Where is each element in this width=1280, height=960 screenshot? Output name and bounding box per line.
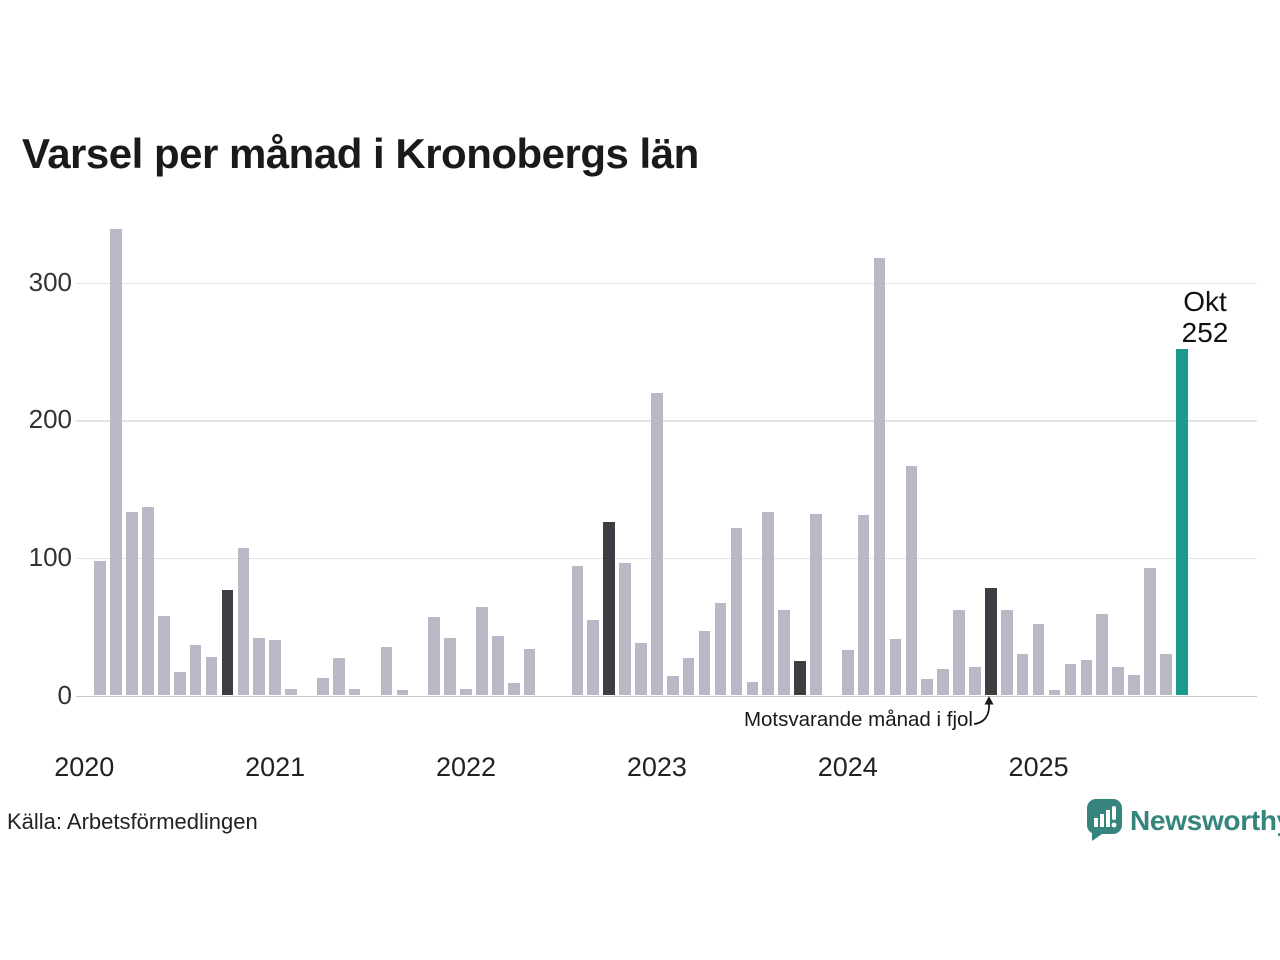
- bar-month-24: [460, 688, 472, 696]
- bar-month-65: [1112, 666, 1124, 696]
- bar-month-10: [237, 548, 250, 696]
- newsworthy-logo: Newsworthy: [1086, 798, 1280, 843]
- annotation-arrow-icon: [973, 696, 994, 725]
- bar-month-15: [317, 677, 329, 696]
- bar-month-42: [746, 681, 759, 696]
- bar-month-62: [1064, 663, 1077, 696]
- bar-month-36: [651, 392, 663, 696]
- bar-month-17: [348, 688, 361, 696]
- bar-month-60: [1032, 623, 1045, 696]
- x-tick-label-2024: 2024: [817, 752, 878, 782]
- bar-month-68: [1160, 654, 1172, 696]
- bar-month-63: [1080, 659, 1093, 696]
- bar-month-41: [730, 527, 743, 696]
- gridline-300: [76, 282, 1257, 285]
- bar-month-67: [1144, 567, 1156, 696]
- bar-month-7: [189, 644, 202, 696]
- bar-month-51: [889, 639, 902, 696]
- bar-month-32: [587, 619, 600, 696]
- bar-month-2: [110, 229, 122, 696]
- bar-month-44: [778, 610, 790, 696]
- bar-month-46: [810, 513, 822, 696]
- bar-month-37: [666, 676, 679, 696]
- bar-month-3: [126, 512, 138, 696]
- bar-month-48: [841, 650, 854, 696]
- current-month-name: Okt: [1183, 286, 1227, 317]
- bar-month-55: [953, 610, 965, 696]
- bar-month-50: [873, 257, 886, 696]
- newsworthy-wordmark: Newsworthy: [1130, 804, 1280, 836]
- bar-month-61: [1048, 689, 1061, 696]
- bar-month-25: [476, 607, 488, 696]
- bar-month-59: [1016, 654, 1029, 696]
- bar-month-12: [269, 640, 281, 696]
- bar-month-13: [285, 688, 297, 696]
- bar-month-8: [205, 656, 218, 696]
- gridline-0: [76, 695, 1257, 697]
- bar-month-27: [507, 683, 520, 696]
- bar-month-6: [173, 672, 186, 696]
- x-tick-label-2022: 2022: [435, 752, 497, 782]
- chart-title: Varsel per månad i Kronobergs län: [22, 130, 699, 177]
- bar-month-28: [523, 648, 536, 696]
- bar-month-64: [1096, 614, 1108, 696]
- bar-month-34: [619, 563, 631, 696]
- bar-month-40: [714, 603, 727, 696]
- current-month-label: Okt 252: [1182, 286, 1229, 348]
- bar-month-58: [1000, 610, 1013, 696]
- bar-month-39: [698, 630, 711, 696]
- bar-month-52: [905, 465, 918, 696]
- gridline-200: [76, 420, 1257, 422]
- bar-month-49: [857, 515, 870, 696]
- bar-month-22: [428, 617, 440, 696]
- x-tick-label-2023: 2023: [626, 752, 687, 782]
- bar-month-57: [985, 588, 997, 696]
- bar-month-45: [794, 661, 806, 696]
- bar-month-33: [603, 522, 615, 696]
- source-caption: Källa: Arbetsförmedlingen: [7, 809, 258, 834]
- bar-month-38: [682, 658, 695, 696]
- y-tick-label-200: 200: [28, 404, 72, 435]
- newsworthy-bubble-icon: [1087, 799, 1122, 841]
- bar-month-26: [492, 636, 504, 696]
- annotation-last-year: Motsvarande månad i fjol: [743, 708, 973, 731]
- bar-month-31: [571, 566, 584, 696]
- y-tick-label-300: 300: [28, 266, 72, 297]
- x-tick-label-2021: 2021: [245, 752, 306, 782]
- bar-month-23: [444, 637, 456, 696]
- bar-month-35: [635, 643, 647, 696]
- gridline-100: [76, 557, 1257, 560]
- bar-month-5: [158, 615, 170, 696]
- bar-month-11: [253, 637, 266, 696]
- bar-month-19: [380, 647, 393, 696]
- y-tick-label-100: 100: [28, 541, 72, 572]
- bar-month-53: [921, 678, 934, 696]
- bar-month-4: [142, 506, 154, 696]
- bar-month-1: [94, 560, 106, 696]
- bar-month-20: [396, 689, 409, 696]
- bar-month-66: [1128, 674, 1140, 696]
- bar-month-69: [1175, 348, 1188, 696]
- bar-month-16: [332, 658, 345, 696]
- bar-month-56: [969, 666, 981, 696]
- x-tick-label-2025: 2025: [1008, 752, 1069, 782]
- bar-month-54: [937, 669, 949, 696]
- bar-month-43: [762, 512, 774, 696]
- y-tick-label-0: 0: [57, 679, 72, 710]
- bar-month-9: [221, 589, 234, 696]
- current-month-value: 252: [1181, 317, 1229, 348]
- x-tick-label-2020: 2020: [54, 752, 115, 782]
